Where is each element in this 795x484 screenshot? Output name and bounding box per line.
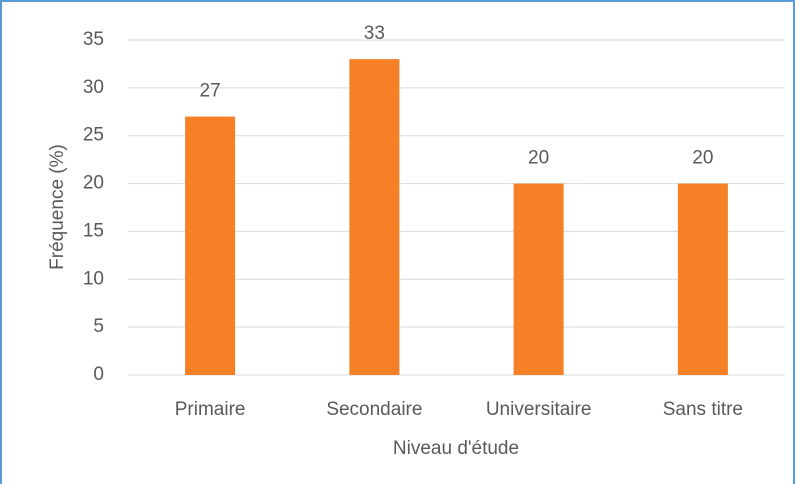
data-label: 20 — [528, 148, 549, 169]
data-label: 20 — [692, 148, 713, 169]
y-tick-label: 0 — [93, 364, 104, 385]
y-tick-label: 25 — [83, 125, 104, 146]
y-tick-label: 30 — [83, 77, 104, 98]
x-tick-label: Primaire — [175, 399, 246, 420]
y-tick-label: 20 — [83, 173, 104, 194]
x-tick-label: Secondaire — [326, 399, 422, 420]
data-label: 27 — [200, 81, 221, 102]
bar — [185, 116, 236, 376]
bar — [513, 183, 564, 375]
x-tick-label: Universitaire — [486, 399, 592, 420]
y-tick-label: 15 — [83, 220, 104, 241]
x-tick-label: Sans titre — [663, 399, 743, 420]
y-tick-label: 10 — [83, 268, 104, 289]
y-tick-label: 5 — [93, 316, 104, 337]
x-axis-label: Niveau d'étude — [393, 438, 519, 459]
bar — [349, 59, 400, 376]
data-label: 33 — [364, 23, 385, 44]
y-tick-label: 35 — [83, 29, 104, 50]
y-axis-label: Fréquence (%) — [47, 144, 68, 270]
bar — [677, 183, 728, 375]
